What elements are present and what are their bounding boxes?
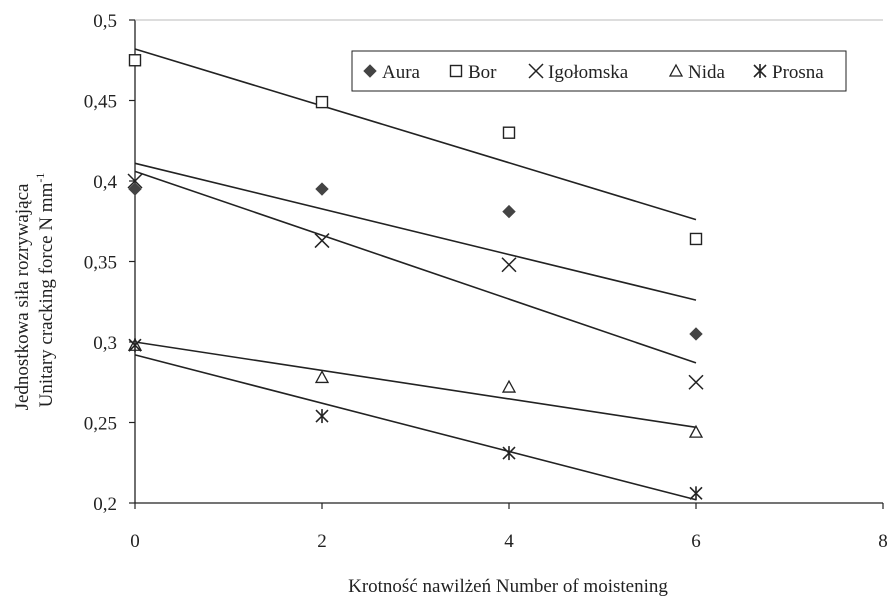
legend-label-prosna: Prosna: [772, 62, 824, 83]
x-ticks: 0 2 4 6 8: [130, 503, 888, 552]
legend-item-prosna: Prosna: [753, 62, 824, 83]
legend-box: [351, 50, 847, 92]
legend-item-aura: Aura: [363, 62, 421, 83]
point-bor: [689, 232, 703, 246]
y-tick-label: 0,5: [93, 11, 117, 32]
y-tick-label: 0,25: [84, 414, 117, 435]
point-prosna: [128, 338, 142, 353]
trendline-bor: [134, 48, 697, 221]
x-tick-label: 2: [317, 531, 327, 552]
legend-item-nida: Nida: [668, 62, 726, 83]
legend-marker-aura: [363, 64, 377, 78]
y-axis-label-superscript: -1: [33, 173, 47, 183]
point-bor: [315, 95, 329, 109]
legend-marker-bor: [449, 64, 463, 78]
point-aura: [315, 182, 329, 196]
legend: Aura Bor Igołomska Nida Prosna: [351, 50, 847, 92]
x-tick-label: 6: [691, 531, 701, 552]
point-prosna: [315, 409, 329, 424]
point-igolomska: [688, 374, 704, 390]
trendline-aura: [134, 162, 697, 301]
plot-frame: [134, 19, 883, 504]
point-prosna: [502, 446, 516, 461]
y-axis-label: Jednostkowa siła rozrywająca Unitary cra…: [12, 173, 57, 411]
legend-label-bor: Bor: [468, 62, 497, 83]
point-aura: [502, 204, 516, 219]
point-nida: [501, 379, 517, 393]
point-nida: [314, 370, 330, 384]
x-tick-label: 4: [504, 531, 514, 552]
legend-label-nida: Nida: [688, 62, 726, 83]
point-bor: [502, 126, 516, 139]
y-tick-label: 0,4: [93, 172, 117, 193]
point-nida: [688, 424, 704, 438]
point-aura: [689, 327, 703, 341]
point-igolomska: [314, 233, 330, 249]
trendlines: [134, 48, 697, 501]
y-axis-label-line2-text: Unitary cracking force N mm: [36, 182, 57, 407]
point-aura: [128, 182, 142, 196]
y-tick-label: 0,2: [93, 494, 117, 515]
trendline-igolomska: [134, 170, 697, 364]
y-axis-label-line1: Jednostkowa siła rozrywająca: [12, 183, 33, 410]
trendline-nida: [134, 341, 697, 429]
data-markers: [127, 54, 704, 501]
point-igolomska: [127, 173, 143, 189]
x-axis-label: Krotność nawilżeń Number of moistening: [348, 576, 668, 597]
legend-label-igolomska: Igołomska: [548, 62, 629, 83]
legend-marker-nida: [668, 63, 684, 77]
legend-marker-prosna: [753, 64, 767, 78]
y-ticks: 0,2 0,25 0,3 0,35 0,4 0,45 0,5: [84, 11, 135, 515]
x-tick-label: 0: [130, 531, 140, 552]
x-tick-label: 8: [878, 531, 888, 552]
legend-item-igolomska: Igołomska: [528, 62, 629, 83]
point-prosna: [689, 486, 703, 501]
y-tick-label: 0,35: [84, 253, 117, 274]
y-tick-label: 0,45: [84, 92, 117, 113]
point-bor: [128, 54, 142, 67]
legend-item-bor: Bor: [449, 62, 497, 83]
legend-label-aura: Aura: [382, 62, 421, 83]
y-axis-label-line2: Unitary cracking force N mm-1: [33, 173, 57, 408]
trendline-prosna: [134, 354, 697, 501]
legend-marker-igolomska: [528, 63, 544, 79]
point-igolomska: [501, 257, 517, 273]
y-tick-label: 0,3: [93, 333, 117, 354]
